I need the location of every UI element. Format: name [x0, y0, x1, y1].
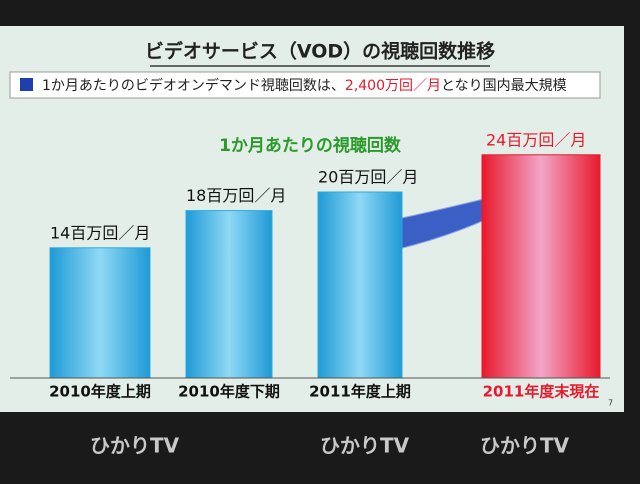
- footer-logo: ひかりTV: [320, 434, 410, 458]
- footer: ひかりTV ひかりTV ひかりTV: [90, 434, 570, 458]
- subtitle-part: となり国内最大規模: [441, 78, 567, 94]
- value-label: 20百万回／月: [318, 168, 418, 187]
- footer-logo: ひかりTV: [90, 434, 180, 458]
- x-tick-label: 2010年度上期: [49, 383, 151, 401]
- value-label: 24百万回／月: [486, 130, 586, 149]
- subtitle: 1か月あたりのビデオオンデマンド視聴回数は、2,400万回／月となり国内最大規模: [42, 77, 567, 94]
- value-label: 14百万回／月: [50, 223, 150, 242]
- x-tick-label: 2011年度上期: [309, 383, 411, 401]
- slide-title: ビデオサービス（VOD）の視聴回数推移: [145, 40, 495, 63]
- value-label: 18百万回／月: [186, 186, 286, 205]
- subtitle-box: [9, 71, 601, 99]
- page-number: 7: [608, 399, 613, 408]
- footer-logo: ひかりTV: [480, 434, 570, 458]
- bar: [317, 191, 403, 379]
- x-tick-label: 2011年度末現在: [483, 383, 600, 401]
- bar: [185, 210, 273, 379]
- subtitle-highlight: 2,400万回／月: [345, 78, 441, 94]
- bullet: [20, 78, 33, 91]
- x-tick-label: 2010年度下期: [178, 383, 280, 401]
- bar: [481, 154, 601, 379]
- bar: [49, 247, 151, 379]
- chart-title: 1か月あたりの視聴回数: [219, 135, 402, 156]
- plot: 14百万回／月 2010年度上期 18百万回／月 2010年度下期 20百万回／月 201…: [10, 130, 610, 401]
- subtitle-part: 1か月あたりのビデオオンデマンド視聴回数は、: [42, 77, 345, 94]
